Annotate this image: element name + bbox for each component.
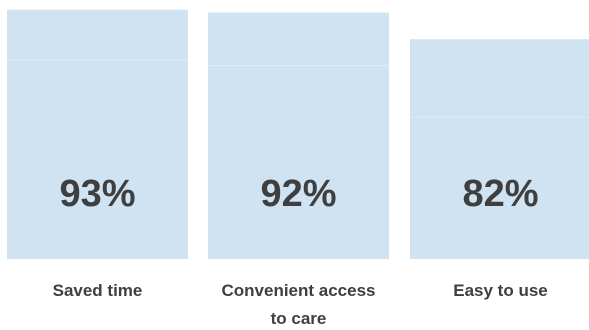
category-label-2-line-1: Convenient access [221, 281, 375, 300]
value-label-2: 92% [260, 173, 336, 215]
value-label-3: 82% [462, 173, 538, 215]
value-labels-group: 93% 92% 82% [59, 173, 538, 215]
category-label-2-line-2: to care [271, 309, 327, 328]
bar-2 [208, 12, 389, 259]
category-label-1: Saved time [53, 281, 143, 300]
bar-3 [410, 39, 589, 259]
category-label-3: Easy to use [453, 281, 548, 300]
bar-1 [7, 9, 188, 260]
category-label-1-line-1: Saved time [53, 281, 143, 300]
bars-group [7, 9, 589, 260]
category-labels-group: Saved time Convenient access to care Easy t… [53, 281, 548, 328]
value-label-1: 93% [59, 173, 135, 215]
category-label-3-line-1: Easy to use [453, 281, 548, 300]
category-label-2: Convenient access to care [221, 281, 375, 328]
